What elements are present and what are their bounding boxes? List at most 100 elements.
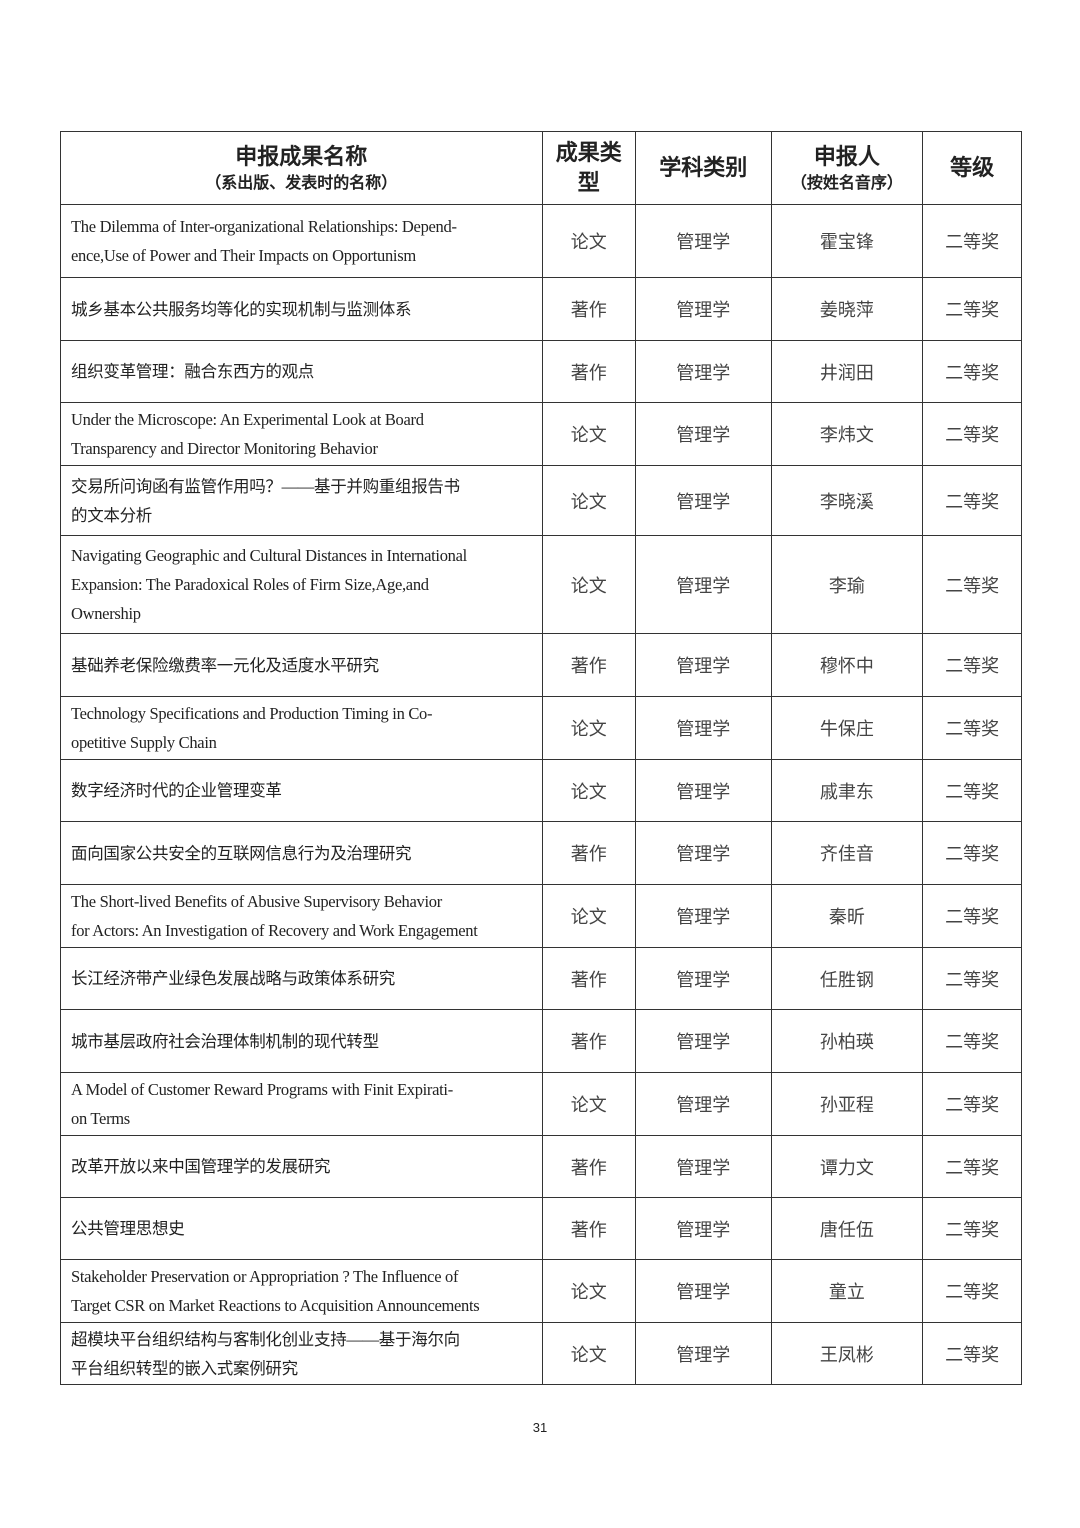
cell-discipline: 管理学 — [634, 1197, 772, 1260]
cell-level: 二等奖 — [922, 1197, 1022, 1260]
cell-type: 论文 — [541, 759, 636, 822]
cell-applicant: 童立 — [770, 1259, 924, 1323]
cell-applicant: 李炜文 — [770, 402, 924, 466]
cell-discipline: 管理学 — [634, 1322, 772, 1385]
cell-discipline: 管理学 — [634, 340, 772, 403]
cell-type: 论文 — [541, 1072, 636, 1136]
cell-applicant: 谭力文 — [770, 1135, 924, 1198]
table-row: The Short-lived Benefits of Abusive Supe… — [60, 884, 1022, 948]
cell-title: A Model of Customer Reward Programs with… — [60, 1072, 543, 1136]
cell-level: 二等奖 — [922, 1259, 1022, 1323]
cell-title: 组织变革管理：融合东西方的观点 — [60, 340, 543, 403]
cell-type: 论文 — [541, 535, 636, 634]
table-row: 城市基层政府社会治理体制机制的现代转型 著作 管理学 孙柏瑛 二等奖 — [60, 1009, 1022, 1073]
cell-discipline: 管理学 — [634, 535, 772, 634]
table-row: 城乡基本公共服务均等化的实现机制与监测体系 著作 管理学 姜晓萍 二等奖 — [60, 277, 1022, 341]
cell-applicant: 秦昕 — [770, 884, 924, 948]
cell-applicant: 牛保庄 — [770, 696, 924, 760]
cell-applicant: 井润田 — [770, 340, 924, 403]
cell-discipline: 管理学 — [634, 696, 772, 760]
table-row: 面向国家公共安全的互联网信息行为及治理研究 著作 管理学 齐佳音 二等奖 — [60, 821, 1022, 885]
table-row: 超模块平台组织结构与客制化创业支持——基于海尔向 平台组织转型的嵌入式案例研究论… — [60, 1322, 1022, 1385]
cell-type: 论文 — [541, 1259, 636, 1323]
cell-applicant: 姜晓萍 — [770, 277, 924, 341]
cell-applicant: 李瑜 — [770, 535, 924, 634]
cell-level: 二等奖 — [922, 1009, 1022, 1073]
cell-level: 二等奖 — [922, 947, 1022, 1010]
table-row: 改革开放以来中国管理学的发展研究 著作 管理学 谭力文 二等奖 — [60, 1135, 1022, 1198]
cell-discipline: 管理学 — [634, 947, 772, 1010]
cell-type: 著作 — [541, 1135, 636, 1198]
cell-level: 二等奖 — [922, 884, 1022, 948]
cell-level: 二等奖 — [922, 465, 1022, 536]
cell-level: 二等奖 — [922, 340, 1022, 403]
cell-discipline: 管理学 — [634, 821, 772, 885]
cell-level: 二等奖 — [922, 535, 1022, 634]
cell-applicant: 齐佳音 — [770, 821, 924, 885]
cell-type: 论文 — [541, 884, 636, 948]
cell-title: 公共管理思想史 — [60, 1197, 543, 1260]
cell-type: 著作 — [541, 821, 636, 885]
cell-title: The Short-lived Benefits of Abusive Supe… — [60, 884, 543, 948]
cell-discipline: 管理学 — [634, 204, 772, 278]
cell-level: 二等奖 — [922, 1072, 1022, 1136]
table-row: Technology Specifications and Production… — [60, 696, 1022, 760]
header-level: 等级 — [922, 131, 1022, 205]
cell-title: The Dilemma of Inter-organizational Rela… — [60, 204, 543, 278]
header-discipline: 学科类别 — [634, 131, 772, 205]
cell-title: Navigating Geographic and Cultural Dista… — [60, 535, 543, 634]
cell-discipline: 管理学 — [634, 1072, 772, 1136]
cell-title: 基础养老保险缴费率一元化及适度水平研究 — [60, 633, 543, 697]
table-row: Under the Microscope: An Experimental Lo… — [60, 402, 1022, 466]
cell-type: 著作 — [541, 340, 636, 403]
cell-type: 论文 — [541, 465, 636, 536]
cell-level: 二等奖 — [922, 402, 1022, 466]
table-row: 基础养老保险缴费率一元化及适度水平研究 著作 管理学 穆怀中 二等奖 — [60, 633, 1022, 697]
cell-type: 论文 — [541, 402, 636, 466]
header-type: 成果类型 — [541, 131, 636, 205]
cell-type: 著作 — [541, 633, 636, 697]
cell-type: 论文 — [541, 204, 636, 278]
page-number: 31 — [532, 1420, 548, 1435]
cell-discipline: 管理学 — [634, 465, 772, 536]
cell-level: 二等奖 — [922, 633, 1022, 697]
cell-title: 面向国家公共安全的互联网信息行为及治理研究 — [60, 821, 543, 885]
table-row: The Dilemma of Inter-organizational Rela… — [60, 204, 1022, 278]
cell-discipline: 管理学 — [634, 759, 772, 822]
cell-level: 二等奖 — [922, 696, 1022, 760]
cell-discipline: 管理学 — [634, 633, 772, 697]
cell-level: 二等奖 — [922, 204, 1022, 278]
table-row: 组织变革管理：融合东西方的观点 著作 管理学 井润田 二等奖 — [60, 340, 1022, 403]
cell-type: 著作 — [541, 1009, 636, 1073]
cell-title: 城市基层政府社会治理体制机制的现代转型 — [60, 1009, 543, 1073]
cell-level: 二等奖 — [922, 1135, 1022, 1198]
table-row: 公共管理思想史 著作 管理学 唐任伍 二等奖 — [60, 1197, 1022, 1260]
table-row: Navigating Geographic and Cultural Dista… — [60, 535, 1022, 634]
cell-title: Under the Microscope: An Experimental Lo… — [60, 402, 543, 466]
cell-level: 二等奖 — [922, 821, 1022, 885]
cell-title: 长江经济带产业绿色发展战略与政策体系研究 — [60, 947, 543, 1010]
cell-applicant: 李晓溪 — [770, 465, 924, 536]
header-title: 申报成果名称 （系出版、发表时的名称） — [60, 131, 543, 205]
cell-title: 交易所问询函有监管作用吗？——基于并购重组报告书 的文本分析 — [60, 465, 543, 536]
table-row: 长江经济带产业绿色发展战略与政策体系研究 著作 管理学 任胜钢 二等奖 — [60, 947, 1022, 1010]
cell-title: 改革开放以来中国管理学的发展研究 — [60, 1135, 543, 1198]
cell-type: 著作 — [541, 1197, 636, 1260]
table-header-row: 申报成果名称 （系出版、发表时的名称） 成果类型 学科类别 申报人 （按姓名音序） … — [60, 131, 1022, 205]
cell-applicant: 唐任伍 — [770, 1197, 924, 1260]
cell-type: 著作 — [541, 947, 636, 1010]
cell-level: 二等奖 — [922, 277, 1022, 341]
cell-title: 数字经济时代的企业管理变革 — [60, 759, 543, 822]
cell-level: 二等奖 — [922, 759, 1022, 822]
cell-applicant: 霍宝锋 — [770, 204, 924, 278]
cell-applicant: 孙亚程 — [770, 1072, 924, 1136]
cell-discipline: 管理学 — [634, 277, 772, 341]
table-row: A Model of Customer Reward Programs with… — [60, 1072, 1022, 1136]
cell-type: 论文 — [541, 1322, 636, 1385]
cell-applicant: 任胜钢 — [770, 947, 924, 1010]
table-row: 交易所问询函有监管作用吗？——基于并购重组报告书 的文本分析 论文 管理学 李晓溪 二等… — [60, 465, 1022, 536]
cell-discipline: 管理学 — [634, 1259, 772, 1323]
cell-type: 著作 — [541, 277, 636, 341]
table-row: 数字经济时代的企业管理变革 论文 管理学 戚聿东 二等奖 — [60, 759, 1022, 822]
cell-level: 二等奖 — [922, 1322, 1022, 1385]
